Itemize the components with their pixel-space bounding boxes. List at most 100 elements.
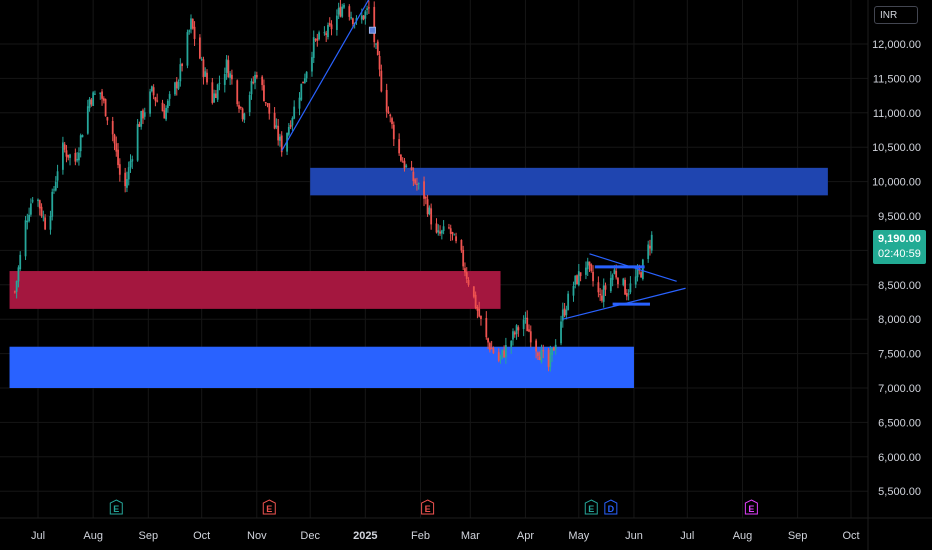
candle [279, 133, 281, 147]
candle-body [440, 230, 443, 234]
candle [318, 30, 320, 41]
candle-body [405, 165, 408, 167]
candle-body [426, 199, 429, 215]
candle-body [417, 183, 420, 185]
candle-body [261, 76, 264, 85]
candle-body [13, 291, 16, 293]
candle [150, 85, 153, 93]
candle-body [392, 124, 395, 140]
candle [428, 205, 431, 216]
candle-body [501, 349, 504, 355]
candle [513, 330, 516, 338]
event-marker[interactable]: E [262, 499, 276, 515]
candle-body [198, 37, 201, 59]
candle [585, 261, 587, 280]
candle [467, 277, 470, 287]
candle-body [243, 113, 246, 120]
candle-body [99, 92, 102, 95]
candle-body [574, 275, 577, 285]
candle-body [503, 350, 505, 358]
candle-body [115, 143, 118, 152]
candle-body [602, 285, 605, 302]
candle-body [15, 281, 18, 292]
candle-body [323, 32, 326, 34]
candle-body [565, 309, 568, 316]
candle [198, 34, 201, 60]
candle-body [250, 81, 253, 95]
candle [15, 280, 18, 299]
x-tick-label: Aug [733, 530, 753, 542]
candle [174, 81, 176, 97]
candle [551, 348, 554, 363]
candle-body [117, 149, 119, 166]
candle-body [375, 43, 377, 45]
candle [115, 136, 118, 157]
event-marker[interactable]: E [109, 499, 123, 515]
candle [480, 315, 482, 326]
candle [26, 213, 29, 230]
candle-body [611, 274, 614, 280]
candle-body [403, 160, 406, 169]
candle-body [540, 349, 543, 362]
candle-body [430, 208, 433, 225]
event-letter: E [748, 504, 754, 514]
candle-body [165, 107, 167, 120]
candle [335, 9, 338, 36]
grid [0, 0, 868, 518]
event-marker[interactable]: E [744, 499, 758, 515]
candle [378, 51, 381, 77]
candle [602, 278, 605, 308]
candle [24, 216, 27, 260]
candle [186, 29, 189, 69]
candle-body [111, 121, 114, 135]
candle-body [238, 105, 240, 109]
candle [17, 265, 20, 288]
candle [472, 286, 475, 299]
candle-body [554, 344, 557, 350]
candle-body [373, 6, 376, 43]
candle-body [398, 139, 401, 154]
candle-body [62, 142, 64, 170]
candle-body [439, 231, 441, 234]
candle-body [497, 352, 500, 361]
candle [640, 270, 642, 278]
event-marker[interactable]: D [604, 499, 618, 515]
candle-body [277, 125, 280, 141]
candle-body [380, 70, 383, 92]
x-tick-label: Feb [411, 530, 430, 542]
candle-body [572, 286, 575, 296]
candle [522, 315, 525, 337]
event-badge [109, 499, 123, 515]
x-tick-label: Dec [300, 530, 320, 542]
candle [490, 340, 493, 350]
candle [611, 273, 614, 287]
candle-body [65, 150, 68, 157]
candle [403, 157, 406, 172]
candle-body [255, 74, 258, 78]
candle [405, 163, 408, 169]
candle-body [634, 276, 637, 285]
candle-body [92, 92, 95, 106]
candle [565, 305, 568, 320]
candle [13, 290, 16, 294]
candle [510, 340, 513, 354]
event-letter: D [608, 504, 615, 514]
candle-body [248, 94, 251, 113]
candle-body [563, 308, 566, 316]
currency-badge[interactable]: INR [874, 6, 918, 24]
candle [113, 133, 116, 151]
candle [51, 188, 54, 221]
candle [474, 291, 477, 310]
candle [190, 14, 192, 34]
candle [604, 282, 607, 296]
candle-body [538, 356, 541, 361]
candle [302, 81, 304, 84]
candle-body [138, 124, 141, 127]
candle [204, 67, 207, 78]
candle-body [38, 200, 41, 209]
event-marker[interactable]: E [584, 499, 598, 515]
candle [163, 103, 166, 119]
event-marker[interactable]: E [421, 499, 435, 515]
candle [401, 157, 404, 163]
